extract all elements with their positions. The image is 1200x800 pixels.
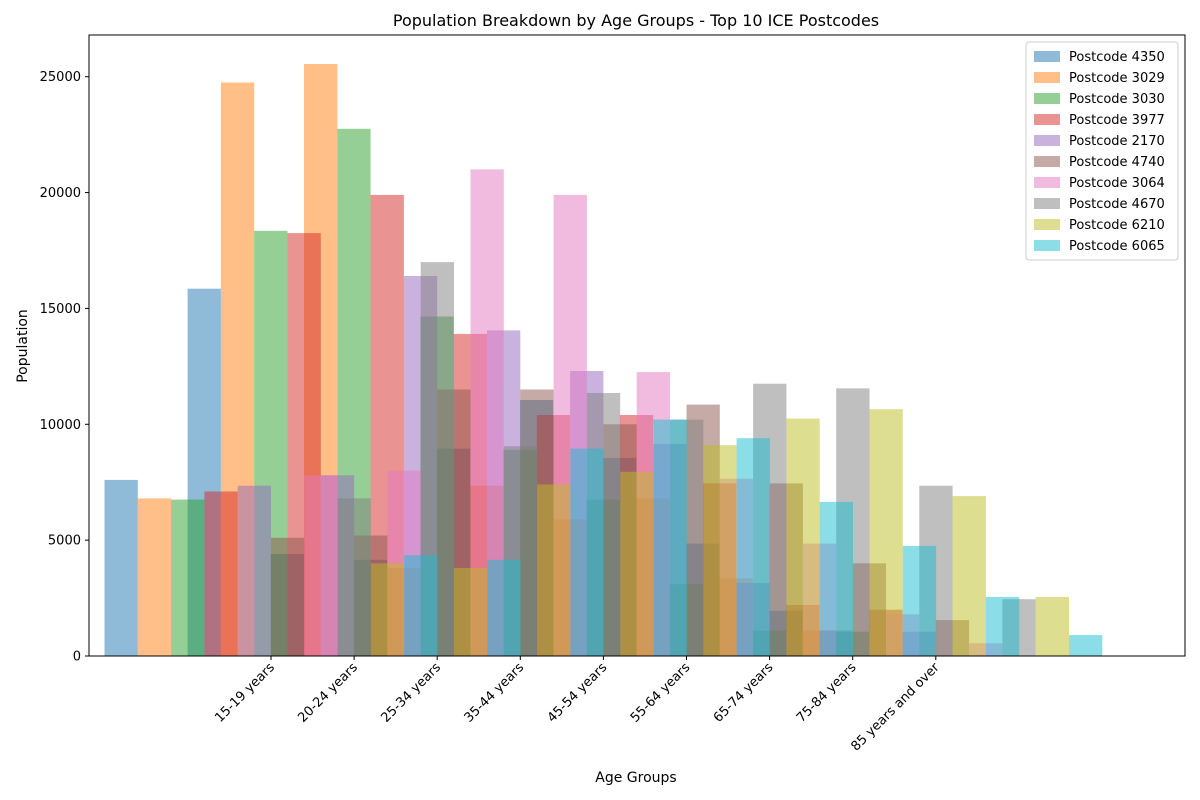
x-tick-label: 35-44 years bbox=[462, 660, 528, 726]
bar bbox=[137, 498, 172, 656]
legend-swatch bbox=[1034, 240, 1060, 251]
bar bbox=[204, 491, 238, 656]
legend-swatch bbox=[1034, 198, 1060, 209]
bar bbox=[1069, 635, 1103, 656]
bar bbox=[404, 555, 438, 656]
bar bbox=[703, 445, 737, 656]
y-tick-label: 5000 bbox=[48, 534, 81, 549]
legend-swatch bbox=[1034, 219, 1060, 230]
legend-label: Postcode 4670 bbox=[1069, 197, 1165, 212]
legend-swatch bbox=[1034, 156, 1060, 167]
bar bbox=[454, 567, 488, 656]
legend-label: Postcode 3064 bbox=[1069, 176, 1165, 191]
bar bbox=[370, 563, 405, 656]
x-tick-label: 75-84 years bbox=[794, 660, 860, 726]
legend-label: Postcode 3030 bbox=[1069, 92, 1165, 107]
bar bbox=[786, 418, 820, 656]
bar bbox=[902, 545, 937, 656]
y-tick-label: 25000 bbox=[40, 70, 81, 85]
bar bbox=[1035, 596, 1069, 656]
bar bbox=[104, 479, 138, 656]
x-tick-label: 45-54 years bbox=[545, 660, 611, 726]
x-tick-label: 65-74 years bbox=[711, 660, 777, 726]
legend-swatch bbox=[1034, 72, 1060, 83]
legend-label: Postcode 4350 bbox=[1069, 50, 1165, 65]
series-postcode-6065 bbox=[404, 419, 1103, 656]
bar bbox=[620, 471, 654, 656]
legend-swatch bbox=[1034, 93, 1060, 104]
bar bbox=[985, 596, 1020, 656]
x-tick-label: 20-24 years bbox=[295, 660, 361, 726]
x-tick-label: 55-64 years bbox=[628, 660, 694, 726]
x-axis-ticks: 15-19 years 20-24 years 25-34 years 35-44 y… bbox=[212, 656, 943, 754]
y-axis-title: Population bbox=[15, 309, 31, 383]
y-tick-label: 20000 bbox=[40, 186, 81, 201]
legend-label: Postcode 4740 bbox=[1069, 155, 1165, 170]
legend-frame bbox=[1025, 41, 1179, 261]
plot-frame bbox=[88, 34, 1186, 657]
legend-label: Postcode 3977 bbox=[1069, 113, 1165, 128]
y-axis-ticks: 0 5000 10000 15000 20000 25000 bbox=[40, 70, 89, 665]
y-tick-label: 15000 bbox=[40, 302, 81, 317]
x-tick-label: 85 years and over bbox=[848, 660, 943, 755]
legend-label: Postcode 3029 bbox=[1069, 71, 1165, 86]
bar bbox=[237, 485, 271, 656]
bar bbox=[537, 484, 571, 656]
legend-swatch bbox=[1034, 114, 1060, 125]
legend-label: Postcode 6210 bbox=[1069, 218, 1165, 233]
bar bbox=[736, 438, 770, 656]
bar bbox=[271, 537, 305, 656]
legend-swatch bbox=[1034, 177, 1060, 188]
x-tick-label: 15-19 years bbox=[212, 660, 278, 726]
bar bbox=[819, 501, 853, 656]
x-axis-title: Age Groups bbox=[595, 770, 676, 786]
legend: Postcode 4350 Postcode 3029 Postcode 3030 P… bbox=[1025, 41, 1179, 261]
x-tick-label: 25-34 years bbox=[378, 660, 444, 726]
y-tick-label: 0 bbox=[73, 650, 81, 665]
legend-label: Postcode 6065 bbox=[1069, 239, 1165, 254]
legend-swatch bbox=[1034, 135, 1060, 146]
bar bbox=[337, 498, 371, 656]
bar bbox=[952, 496, 986, 656]
chart-title: Population Breakdown by Age Groups - Top… bbox=[393, 11, 879, 30]
bars-layer bbox=[104, 64, 1103, 657]
bar bbox=[570, 448, 604, 656]
bar bbox=[487, 559, 521, 656]
series-postcode-6210 bbox=[370, 409, 1069, 656]
legend-label: Postcode 2170 bbox=[1069, 134, 1165, 149]
bar bbox=[304, 475, 338, 656]
bar bbox=[653, 419, 687, 656]
bar bbox=[171, 499, 205, 656]
bar bbox=[869, 409, 903, 656]
legend-swatch bbox=[1034, 51, 1060, 62]
y-tick-label: 10000 bbox=[40, 418, 81, 433]
